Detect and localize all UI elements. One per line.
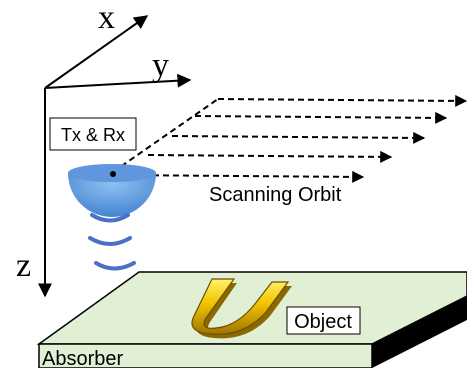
scanning-orbit-arrows: [112, 94, 467, 183]
scan-line-4: [147, 150, 393, 163]
transducer-label-box: [49, 117, 137, 151]
wave-arc-2: [88, 236, 132, 246]
scan-line-1: [217, 94, 467, 107]
absorber-label: Absorber: [42, 348, 123, 368]
coordinate-axes: x y z: [16, 0, 192, 298]
absorber-side-face: [372, 296, 467, 368]
x-axis-label: x: [98, 0, 115, 36]
wave-arc-1: [90, 213, 130, 223]
transducer-label: Tx & Rx: [61, 125, 125, 145]
u-object-body: [191, 278, 290, 335]
scan-line-3: [171, 131, 426, 144]
z-axis-label: z: [16, 247, 31, 284]
object-label: Object: [294, 311, 352, 333]
scan-line-2: [194, 111, 448, 124]
y-axis: [44, 73, 192, 89]
ultrasound-waves: [88, 213, 136, 271]
transducer: Tx & Rx: [49, 117, 156, 217]
u-object: Object: [191, 278, 361, 339]
transducer-dome: [68, 173, 156, 217]
transducer-center-dot: [110, 171, 116, 177]
x-axis: [44, 15, 149, 89]
scan-path-diagonal: [112, 98, 219, 173]
scanning-orbit-label: Scanning Orbit: [209, 184, 342, 206]
wave-arc-3: [94, 261, 136, 271]
absorber-front-face: [38, 343, 373, 368]
y-axis-label: y: [152, 47, 169, 84]
object-label-box: [286, 306, 361, 335]
